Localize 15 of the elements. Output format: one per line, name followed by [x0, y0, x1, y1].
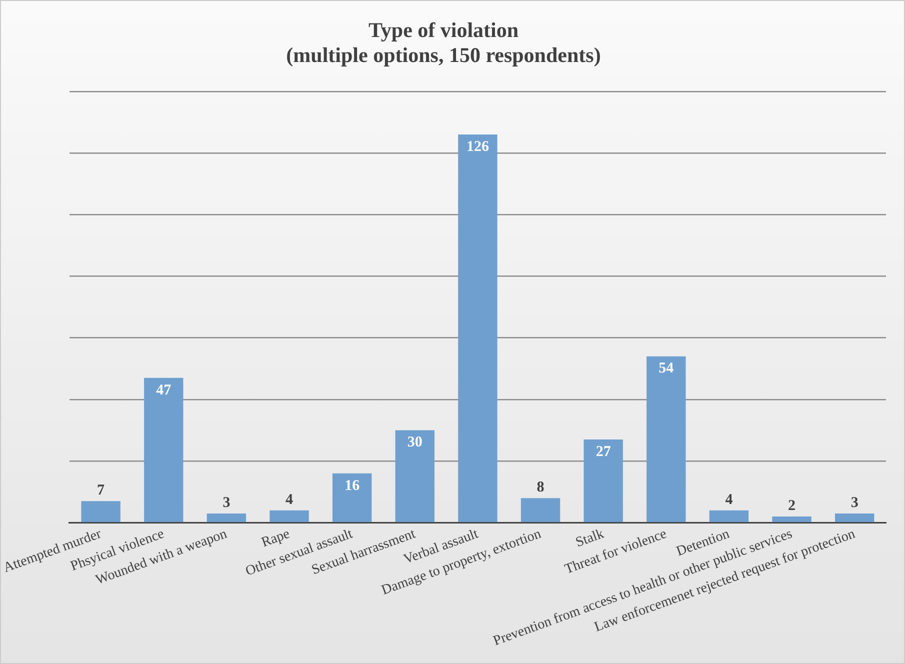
data-label: 30: [407, 434, 422, 451]
data-label: 3: [222, 494, 230, 511]
data-label: 3: [850, 494, 858, 511]
chart-title: Type of violation (multiple options, 150 respondents): [286, 18, 601, 68]
data-label: 7: [97, 482, 106, 499]
data-label: 27: [596, 444, 612, 460]
data-label: 16: [344, 478, 360, 494]
data-label: 47: [156, 382, 172, 398]
data-label: 4: [286, 492, 294, 508]
data-label: 54: [658, 360, 674, 377]
x-tick-label: Stalk: [574, 526, 606, 551]
data-label: 8: [536, 479, 544, 496]
data-label: 4: [725, 492, 734, 508]
data-label: 126: [466, 138, 490, 155]
data-label: 2: [788, 498, 796, 514]
